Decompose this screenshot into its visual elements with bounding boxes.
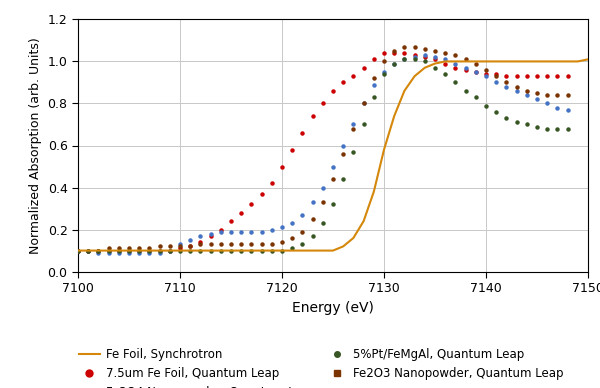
Y-axis label: Normalized Absorption (arb. Units): Normalized Absorption (arb. Units) — [29, 37, 42, 254]
Legend: Fe Foil, Synchrotron, 7.5um Fe Foil, Quantum Leap, Fe3O4 Nanopowder, Quantum Lea: Fe Foil, Synchrotron, 7.5um Fe Foil, Qua… — [79, 348, 563, 388]
X-axis label: Energy (eV): Energy (eV) — [292, 301, 374, 315]
